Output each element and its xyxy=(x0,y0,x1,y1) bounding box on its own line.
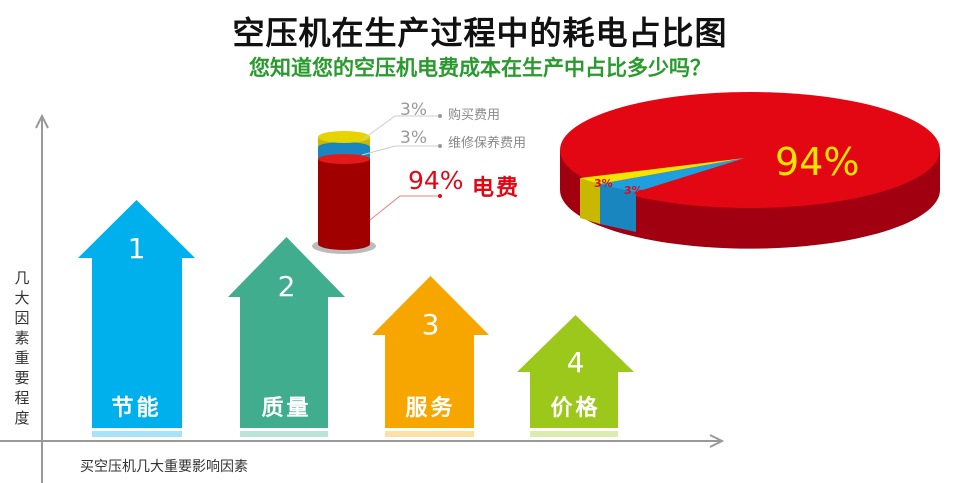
factor-arrow-reflection xyxy=(385,431,474,437)
pie-slice-maintenance xyxy=(600,158,745,192)
factor-rank: 2 xyxy=(277,270,296,303)
legend-purchase-name: 购买费用 xyxy=(448,108,501,123)
factor-label: 节能 xyxy=(111,396,162,421)
factor-label: 价格 xyxy=(550,396,601,421)
x-axis-label: 买空压机几大重要影响因素 xyxy=(80,459,248,475)
subtitle: 您知道您的空压机电费成本在生产中占比多少吗？ xyxy=(249,56,711,80)
pie-chart xyxy=(560,92,940,249)
legend-maintenance-percent: 3% xyxy=(400,128,427,148)
cost-cylinder xyxy=(312,114,442,254)
factor-arrow-4 xyxy=(517,315,634,428)
page-title: 空压机在生产过程中的耗电占比图 xyxy=(232,14,728,52)
factor-arrow-reflection xyxy=(530,431,618,437)
factor-rank: 1 xyxy=(127,231,146,265)
factor-arrow-1 xyxy=(78,200,195,428)
factor-arrow-3 xyxy=(372,276,489,428)
pie-label-electricity: 94% xyxy=(775,140,860,184)
factor-rank: 3 xyxy=(421,308,440,342)
y-axis-label: 几大因素重要程度 xyxy=(14,269,30,427)
legend-maintenance-name: 维修保养费用 xyxy=(448,136,527,151)
x-axis-arrowhead xyxy=(709,434,725,448)
factor-rank: 4 xyxy=(566,346,585,380)
legend-purchase-percent: 3% xyxy=(400,100,427,120)
y-axis-arrowhead xyxy=(35,113,49,129)
pie-label-purchase: 3% xyxy=(594,177,613,190)
factor-arrow-2 xyxy=(228,237,345,428)
factor-label: 质量 xyxy=(261,396,312,421)
legend-electricity-name: 电费 xyxy=(472,176,521,201)
pie-label-maintenance: 3% xyxy=(624,184,643,197)
factor-label: 服务 xyxy=(405,396,456,421)
legend-electricity-percent: 94% xyxy=(408,166,464,195)
pie-slice-purchase xyxy=(580,158,745,184)
factor-arrow-reflection xyxy=(240,431,328,437)
factor-arrow-reflection xyxy=(92,431,182,437)
